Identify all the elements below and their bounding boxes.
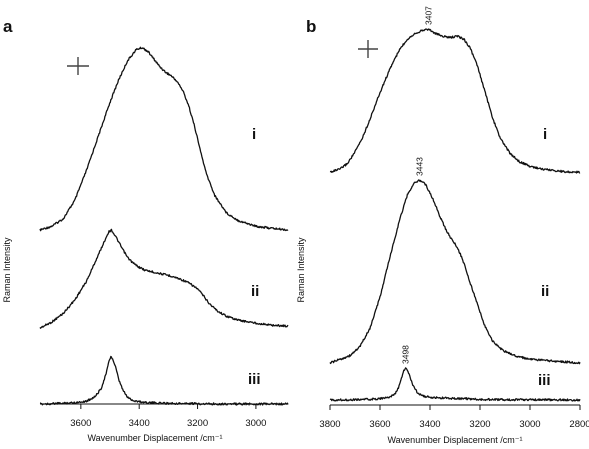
- panel-b-x-tick-label-3000: 3000: [519, 419, 540, 430]
- panel-b-polarization-marker: [358, 40, 378, 58]
- panel-b-trace-i: [329, 28, 581, 174]
- panel-a-trace-ii: [39, 228, 289, 329]
- panel-a-trace-label-ii: ii: [251, 283, 259, 300]
- panel-a-traces: [39, 46, 289, 406]
- panel-a-x-tick-label-3000: 3000: [245, 418, 266, 429]
- panel-b-peak-label-i: 3407: [423, 6, 433, 25]
- panel-a-trace-i: [39, 46, 289, 232]
- panel-b-y-axis-title: Raman Intensity: [296, 237, 306, 303]
- panel-b-trace-label-i: i: [543, 126, 547, 143]
- panel-b-traces: [329, 28, 581, 402]
- panel-a-trace-label-i: i: [252, 126, 256, 143]
- panel-a-trace-iii: [39, 355, 289, 406]
- panel-a-trace-label-iii: iii: [248, 371, 261, 388]
- panel-b-x-tick-label-3800: 3800: [319, 419, 340, 430]
- panel-a-x-tick-label-3200: 3200: [187, 418, 208, 429]
- panel-b-x-tick-label-3200: 3200: [469, 419, 490, 430]
- panel-b: b 3800 3600 3400 3200 3000 2800 Wavenumber Di…: [306, 6, 589, 445]
- panel-b-x-tick-label-3600: 3600: [369, 419, 390, 430]
- panel-a-x-axis-title: Wavenumber Displacement /cm⁻¹: [88, 433, 223, 443]
- panel-b-trace-label-ii: ii: [541, 283, 549, 300]
- panel-b-peak-label-iii: 3498: [401, 345, 411, 364]
- panel-a: a 3600 3400 3200 3000 Wavenumber Displaceme…: [3, 17, 289, 443]
- panel-b-trace-label-iii: iii: [538, 372, 551, 389]
- panel-b-x-ticks: 3800 3600 3400 3200 3000 2800: [319, 405, 589, 430]
- panel-a-x-ticks: 3600 3400 3200 3000: [70, 404, 266, 429]
- panel-a-x-tick-label-3600: 3600: [70, 418, 91, 429]
- panel-a-polarization-marker: [67, 57, 89, 75]
- panel-b-letter: b: [306, 17, 316, 36]
- panel-b-trace-ii: [329, 179, 581, 365]
- panel-a-letter: a: [3, 17, 13, 36]
- panel-b-peak-labels: 3407 3443 3498: [401, 6, 434, 364]
- panel-b-x-axis-title: Wavenumber Displacement /cm⁻¹: [388, 435, 523, 445]
- panel-a-x-tick-label-3400: 3400: [129, 418, 150, 429]
- panel-a-y-axis-title: Raman Intensity: [2, 237, 12, 303]
- panel-b-peak-label-ii: 3443: [414, 157, 424, 176]
- panel-b-x-tick-label-2800: 2800: [569, 419, 589, 430]
- panel-b-x-tick-label-3400: 3400: [419, 419, 440, 430]
- panel-b-trace-iii: [329, 367, 581, 402]
